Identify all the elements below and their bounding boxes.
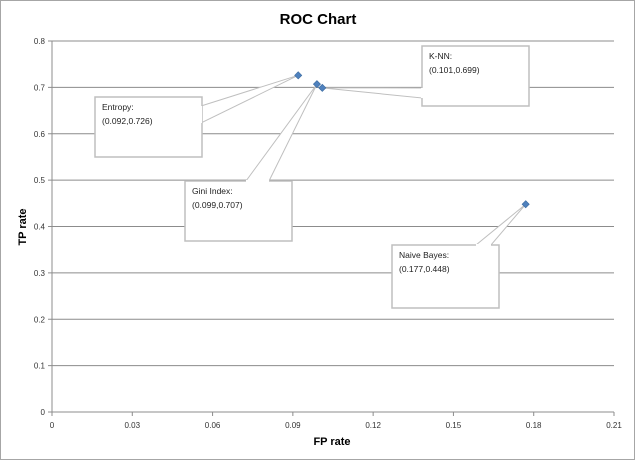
data-callout: Naive Bayes: (0.177,0.448): [391, 203, 527, 309]
x-tick-label: 0.09: [285, 421, 301, 430]
callout-box: [184, 180, 293, 242]
y-tick-label: 0.8: [34, 37, 46, 46]
callout-coords: (0.092,0.726): [102, 116, 153, 126]
y-tick-label: 0.4: [34, 223, 46, 232]
callout-pointer: [474, 203, 527, 246]
y-tick-label: 0.5: [34, 176, 46, 185]
y-tick-label: 0: [41, 408, 46, 417]
callout-label: Naive Bayes:: [399, 250, 449, 260]
x-axis-title: FP rate: [313, 436, 350, 448]
y-tick-label: 0.7: [34, 83, 46, 92]
y-tick-label: 0.2: [34, 315, 46, 324]
callout-pointer: [200, 74, 299, 124]
callout-coords: (0.177,0.448): [399, 264, 450, 274]
callout-pointer: [245, 83, 318, 182]
x-tick-label: 0.12: [365, 421, 381, 430]
x-tick-label: 0.18: [526, 421, 542, 430]
callout-box: [94, 96, 203, 158]
callout-coords: (0.099,0.707): [192, 200, 243, 210]
data-point: [312, 80, 321, 89]
data-callout: Gini Index: (0.099,0.707): [184, 83, 318, 242]
callout-label: K-NN:: [429, 51, 452, 61]
data-callout: K-NN: (0.101,0.699): [322, 45, 530, 107]
y-tick-label: 0.1: [34, 362, 46, 371]
x-tick-label: 0.03: [124, 421, 140, 430]
y-tick-label: 0.3: [34, 269, 46, 278]
callout-box: [391, 244, 500, 309]
x-tick-label: 0.15: [446, 421, 462, 430]
y-tick-label: 0.6: [34, 130, 46, 139]
x-tick-label: 0.21: [606, 421, 622, 430]
x-tick-label: 0: [50, 421, 55, 430]
callout-coords: (0.101,0.699): [429, 65, 480, 75]
callout-pointer: [322, 87, 423, 99]
callout-box: [421, 45, 530, 107]
data-point: [318, 83, 327, 92]
data-point: [294, 71, 303, 80]
data-callout: Entropy: (0.092,0.726): [94, 74, 299, 158]
callout-label: Gini Index:: [192, 186, 233, 196]
data-point: [521, 200, 530, 209]
callout-label: Entropy:: [102, 102, 134, 112]
chart-title: ROC Chart: [280, 11, 357, 28]
x-tick-label: 0.06: [205, 421, 221, 430]
y-axis-title: TP rate: [17, 208, 29, 245]
